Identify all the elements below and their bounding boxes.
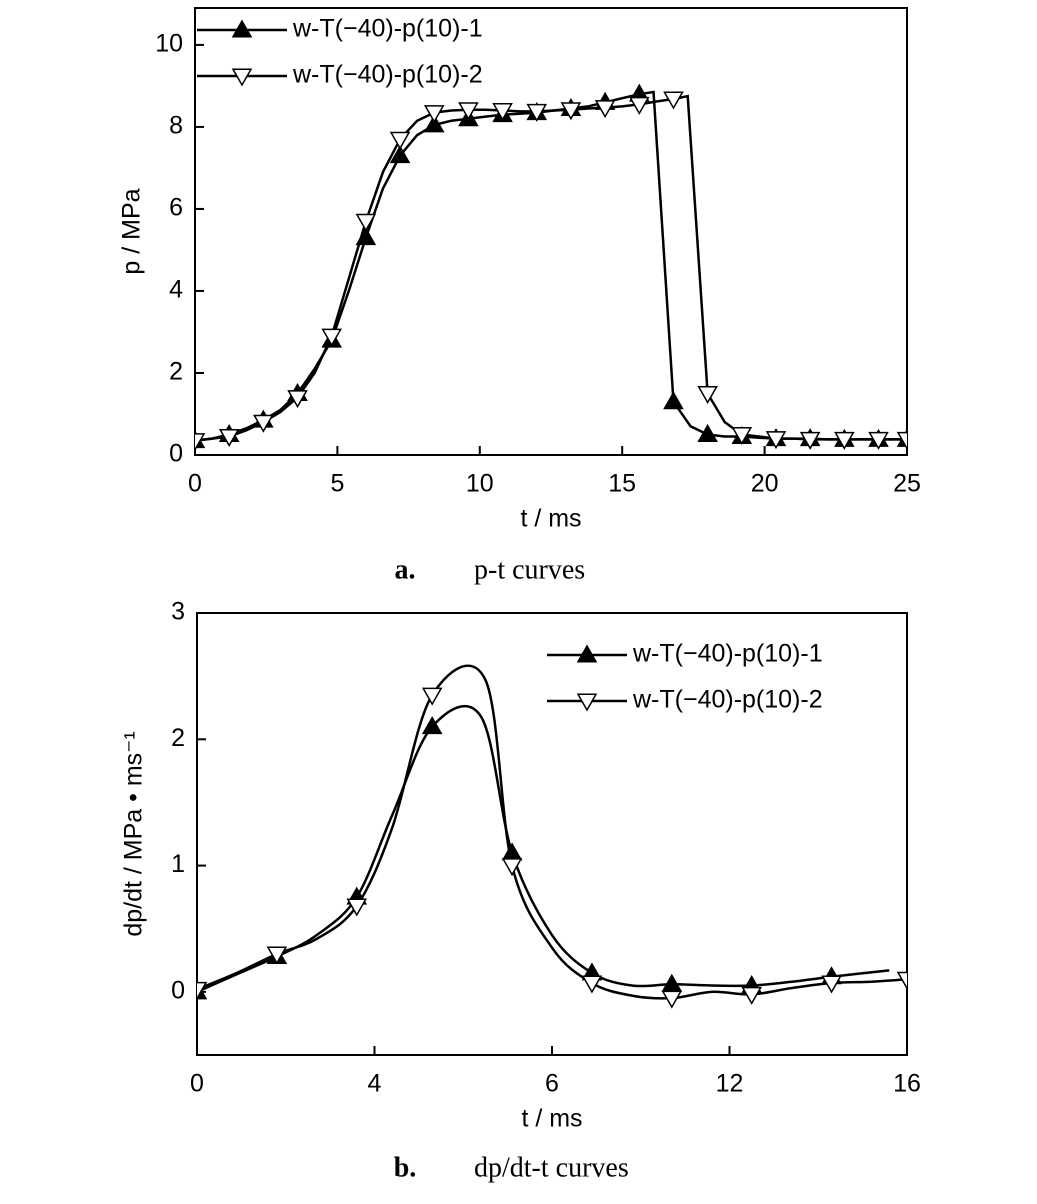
legend-label: w-T(−40)-p(10)-2 <box>632 686 823 714</box>
marker <box>421 687 443 706</box>
marker <box>195 433 206 452</box>
marker <box>346 898 368 917</box>
caption-label: b. <box>394 1152 417 1183</box>
marker <box>661 990 683 1009</box>
marker <box>355 213 377 232</box>
y-tick-label: 8 <box>169 112 183 140</box>
series-line <box>197 664 907 1000</box>
x-tick-label: 6 <box>545 1070 559 1098</box>
y-tick-label: 4 <box>169 276 183 304</box>
marker <box>421 716 443 735</box>
marker <box>526 103 548 122</box>
marker <box>581 975 603 994</box>
marker <box>896 971 907 990</box>
caption-label: a. <box>395 554 416 585</box>
y-tick-label: 0 <box>169 440 183 468</box>
x-tick-label: 10 <box>466 470 494 498</box>
marker <box>697 385 718 404</box>
x-axis-label: t / ms <box>521 1105 582 1133</box>
legend-marker <box>231 68 253 87</box>
legend-label: w-T(−40)-p(10)-1 <box>292 15 483 43</box>
marker <box>423 105 445 124</box>
legend-marker <box>576 693 598 712</box>
marker <box>628 96 650 115</box>
series-line <box>195 90 907 442</box>
marker <box>458 102 479 121</box>
x-tick-label: 0 <box>190 1070 204 1098</box>
marker <box>560 102 582 121</box>
marker <box>868 431 889 450</box>
y-tick-label: 6 <box>169 194 183 222</box>
marker <box>253 414 274 433</box>
y-tick-label: 2 <box>169 358 183 386</box>
y-tick-label: 3 <box>171 598 185 626</box>
y-tick-label: 1 <box>171 850 185 878</box>
x-tick-label: 4 <box>368 1070 382 1098</box>
marker <box>423 114 445 133</box>
x-axis-label: t / ms <box>520 505 581 533</box>
x-tick-label: 16 <box>893 1070 921 1098</box>
plot-area <box>197 664 907 1009</box>
plot-frame <box>194 7 908 456</box>
marker <box>389 145 411 164</box>
marker <box>501 858 523 877</box>
x-tick-label: 25 <box>893 470 921 498</box>
legend-label: w-T(−40)-p(10)-1 <box>632 640 823 668</box>
marker <box>663 391 684 410</box>
marker <box>896 431 907 450</box>
marker <box>266 946 288 965</box>
marker <box>501 842 523 861</box>
marker <box>731 426 753 446</box>
caption-text: dp/dt-t curves <box>474 1152 629 1183</box>
x-tick-label: 0 <box>188 470 202 498</box>
caption-text: p-t curves <box>474 554 585 585</box>
marker <box>663 91 684 110</box>
marker <box>821 975 842 994</box>
legend-label: w-T(−40)-p(10)-2 <box>292 61 483 89</box>
marker <box>765 431 787 450</box>
y-tick-label: 10 <box>155 30 183 58</box>
marker <box>834 431 855 450</box>
marker <box>492 103 513 122</box>
y-tick-label: 2 <box>171 724 185 752</box>
y-axis-label: p / MPa <box>118 188 146 274</box>
marker <box>197 981 208 1000</box>
marker <box>321 328 342 347</box>
marker <box>218 429 240 448</box>
marker <box>741 986 762 1005</box>
marker <box>287 390 308 409</box>
series-line <box>195 94 907 442</box>
legend-marker <box>576 644 598 663</box>
marker <box>799 431 821 450</box>
legend-marker <box>231 19 253 38</box>
x-tick-label: 12 <box>716 1070 744 1098</box>
marker <box>697 423 718 442</box>
marker <box>389 131 411 150</box>
plot-frame <box>196 612 908 1056</box>
x-tick-label: 20 <box>751 470 779 498</box>
x-tick-label: 5 <box>330 470 344 498</box>
x-tick-label: 15 <box>608 470 636 498</box>
plot-area <box>195 83 907 452</box>
y-tick-label: 0 <box>171 976 185 1004</box>
marker <box>594 100 616 119</box>
series-line <box>197 704 890 993</box>
y-axis-label: dp/dt / MPa • ms⁻¹ <box>120 731 148 936</box>
